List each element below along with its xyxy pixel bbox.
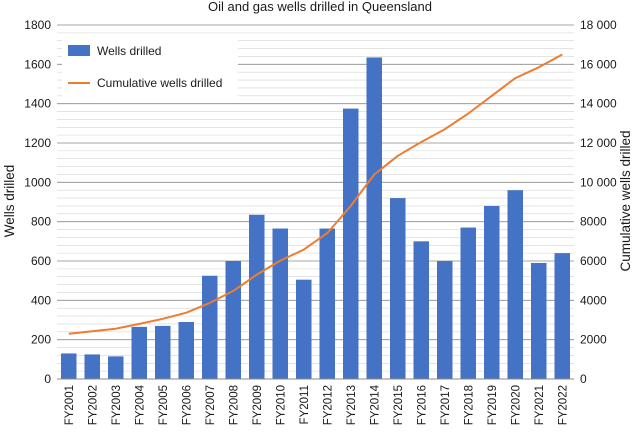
bar-fy2007 — [201, 275, 218, 379]
bar-series — [60, 57, 571, 379]
x-tick-label: FY2010 — [275, 385, 287, 425]
legend-box — [62, 35, 238, 97]
x-tick-label: FY2012 — [322, 385, 334, 425]
x-tick-label: FY2019 — [487, 385, 499, 425]
y-tick-label: 1400 — [24, 97, 51, 111]
bar-fy2011 — [295, 279, 312, 379]
y2-tick-label: 18 000 — [580, 18, 617, 32]
x-tick-label: FY2016 — [416, 385, 428, 425]
line-series — [68, 53, 563, 335]
x-tick-label: FY2014 — [369, 384, 381, 425]
x-tick-label: FY2011 — [299, 385, 311, 424]
bar-fy2019 — [483, 205, 500, 379]
bar-fy2005 — [154, 325, 171, 379]
y-tick-label: 1200 — [24, 136, 51, 150]
x-tick-label: FY2021 — [534, 385, 546, 425]
x-tick-label: FY2015 — [393, 385, 405, 425]
y2-tick-label: 4000 — [580, 293, 607, 307]
cumulative-line — [68, 53, 563, 335]
bar-fy2015 — [389, 198, 406, 379]
y2-tick-label: 10 000 — [580, 175, 617, 189]
bar-fy2013 — [342, 108, 359, 379]
legend-swatch-wells-drilled — [68, 45, 90, 56]
bar-fy2008 — [225, 261, 242, 379]
y-tick-label: 0 — [44, 372, 51, 386]
y-tick-label: 1600 — [24, 57, 51, 71]
bar-fy2001 — [60, 353, 77, 379]
bar-fy2022 — [554, 253, 571, 379]
y-tick-label: 200 — [31, 333, 51, 347]
x-tick-label: FY2002 — [87, 385, 99, 425]
x-tick-label: FY2003 — [111, 385, 123, 425]
y-tick-label: 400 — [31, 293, 51, 307]
x-tick-label: FY2017 — [440, 385, 452, 425]
bar-fy2018 — [460, 227, 477, 379]
y2-tick-label: 14 000 — [580, 97, 617, 111]
bar-fy2020 — [507, 190, 524, 379]
y2-tick-label: 6000 — [580, 254, 607, 268]
legend-label-wells-drilled: Wells drilled — [97, 44, 161, 58]
legend-label-cumulative: Cumulative wells drilled — [97, 76, 222, 90]
bar-fy2010 — [272, 228, 289, 379]
axes: 0 200 400 600 800 1000 1200 1400 1600 1800 0 2000 40… — [24, 18, 617, 425]
y2-tick-label: 16 000 — [580, 57, 617, 71]
y-tick-label: 800 — [31, 215, 51, 229]
x-tick-label: FY2018 — [463, 385, 475, 425]
y2-axis-title: Cumulative wells drilled — [618, 130, 633, 271]
bar-fy2004 — [131, 326, 148, 379]
y-tick-label: 600 — [31, 254, 51, 268]
bar-fy2009 — [248, 214, 265, 379]
y2-tick-label: 12 000 — [580, 136, 617, 150]
bar-fy2021 — [530, 262, 547, 379]
bar-fy2003 — [107, 356, 124, 379]
x-tick-label: FY2007 — [205, 385, 217, 425]
x-tick-label: FY2020 — [510, 385, 522, 425]
y-tick-label: 1800 — [24, 18, 51, 32]
x-tick-label: FY2006 — [181, 385, 193, 425]
y2-tick-label: 2000 — [580, 333, 607, 347]
chart-title: Oil and gas wells drilled in Queensland — [208, 0, 432, 14]
x-tick-label: FY2013 — [346, 385, 358, 425]
y-tick-label: 1000 — [24, 175, 51, 189]
bar-fy2012 — [319, 228, 336, 379]
legend: Wells drilled Cumulative wells drilled — [62, 35, 238, 97]
y-axis-title: Wells drilled — [2, 165, 17, 238]
x-tick-label: FY2001 — [64, 385, 76, 425]
y2-tick-label: 0 — [580, 372, 587, 386]
bar-fy2014 — [366, 57, 383, 379]
bar-fy2002 — [84, 354, 101, 379]
x-tick-label: FY2009 — [252, 385, 264, 425]
bar-fy2016 — [413, 241, 430, 379]
bar-fy2006 — [178, 321, 195, 379]
x-tick-label: FY2004 — [134, 384, 146, 425]
y2-tick-label: 8000 — [580, 215, 607, 229]
x-tick-label: FY2005 — [158, 385, 170, 425]
x-tick-label: FY2022 — [557, 385, 569, 425]
bar-fy2017 — [436, 261, 453, 379]
x-tick-label: FY2008 — [228, 385, 240, 425]
